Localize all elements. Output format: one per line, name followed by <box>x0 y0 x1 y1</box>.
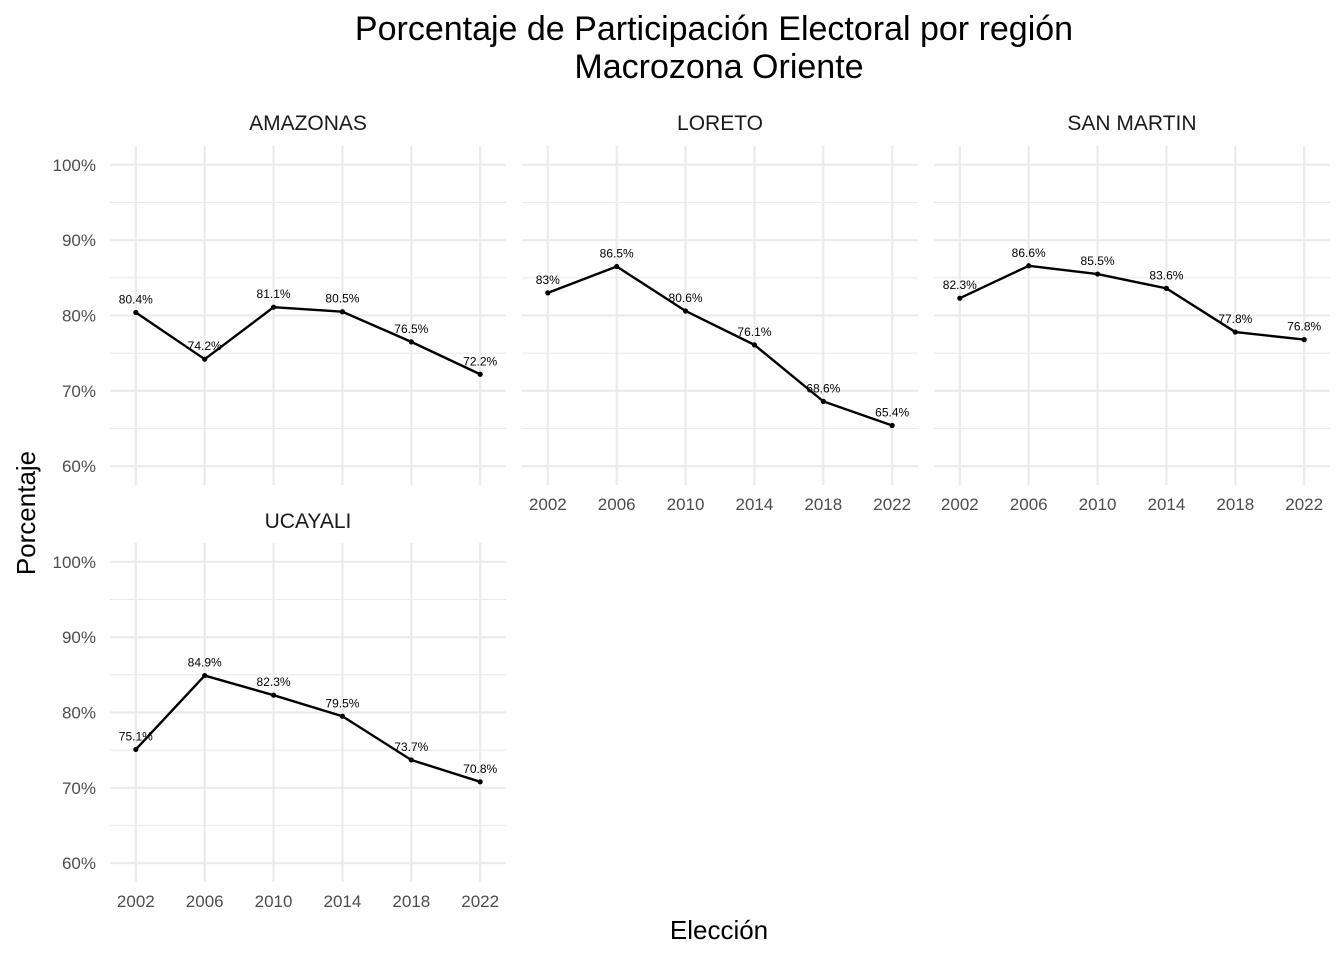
data-label: 65.4% <box>875 405 909 419</box>
data-point <box>270 304 277 310</box>
x-tick-label: 2014 <box>1148 495 1186 514</box>
data-point <box>682 308 689 314</box>
facet-strip-label: LORETO <box>677 112 763 135</box>
data-label: 74.2% <box>188 339 222 353</box>
y-tick-label: 60% <box>62 457 96 476</box>
series-line <box>547 265 893 427</box>
x-tick-label: 2010 <box>255 892 293 911</box>
data-label: 76.8% <box>1287 320 1321 334</box>
data-point <box>408 757 414 763</box>
x-tick-label: 2018 <box>804 495 842 514</box>
data-label: 75.1% <box>119 729 153 743</box>
data-point <box>339 713 346 719</box>
data-point <box>1301 337 1307 343</box>
x-tick-label: 2014 <box>736 495 774 514</box>
facet-panel-loreto: LORETO 2002 2006 2010 2014 2018 2022 83% 86.5% 80… <box>522 112 918 514</box>
data-label: 86.6% <box>1012 246 1046 260</box>
data-label: 80.6% <box>669 291 703 305</box>
data-label: 73.7% <box>394 740 428 754</box>
x-tick-label: 2002 <box>941 495 979 514</box>
series-line <box>135 306 481 376</box>
data-point <box>477 371 483 377</box>
y-tick-label: 60% <box>62 854 96 873</box>
data-point <box>1094 271 1101 277</box>
x-tick-label: 2014 <box>324 892 362 911</box>
chart-subtitle: Macrozona Oriente <box>574 48 863 86</box>
data-label: 86.5% <box>600 247 634 261</box>
data-label: 70.8% <box>463 762 497 776</box>
data-label: 77.8% <box>1218 312 1252 326</box>
data-point <box>1232 329 1238 335</box>
data-label: 80.5% <box>325 292 359 306</box>
facet-strip-label: SAN MARTIN <box>1067 112 1196 135</box>
data-label: 79.5% <box>325 696 359 710</box>
data-point <box>202 356 208 362</box>
data-label: 83.6% <box>1149 268 1183 282</box>
x-tick-label: 2022 <box>461 892 499 911</box>
x-tick-label: 2006 <box>186 892 224 911</box>
data-point <box>133 309 139 316</box>
y-tick-label: 100% <box>53 553 96 572</box>
data-point <box>751 342 758 348</box>
series-line <box>134 674 481 783</box>
data-point <box>339 309 346 315</box>
y-tick-label: 80% <box>62 307 96 326</box>
data-label: 83% <box>536 273 560 287</box>
x-tick-label: 2018 <box>1216 495 1254 514</box>
x-tick-label: 2010 <box>1079 495 1117 514</box>
x-tick-label: 2002 <box>529 495 567 514</box>
x-tick-label: 2002 <box>117 892 155 911</box>
x-tick-label: 2006 <box>1010 495 1048 514</box>
data-label: 82.3% <box>257 675 291 689</box>
data-label: 84.9% <box>188 656 222 670</box>
data-label: 76.5% <box>394 322 428 336</box>
facet-panel-amazonas: AMAZONAS 60% 70% 80% 90% 100% 80.4% 74.2% 81.1% 8… <box>53 112 506 485</box>
data-label: 72.2% <box>463 354 497 368</box>
y-tick-label: 70% <box>62 779 96 798</box>
x-tick-label: 2018 <box>392 892 430 911</box>
x-tick-label: 2006 <box>598 495 636 514</box>
data-point <box>889 422 895 429</box>
data-label: 82.3% <box>943 278 977 292</box>
y-axis-title: Porcentaje <box>11 451 41 575</box>
data-point <box>270 692 277 698</box>
facet-strip-label: AMAZONAS <box>249 112 367 135</box>
series-line <box>959 264 1305 341</box>
x-tick-label: 2022 <box>1285 495 1323 514</box>
facet-strip-label: UCAYALI <box>265 510 352 533</box>
data-point <box>820 398 826 404</box>
y-tick-label: 70% <box>62 382 96 401</box>
chart-title: Porcentaje de Participación Electoral po… <box>355 10 1073 48</box>
facet-panel-san-martin: SAN MARTIN 2002 2006 2010 2014 2018 2022 82.3% 8… <box>934 112 1330 514</box>
data-label: 85.5% <box>1081 254 1115 268</box>
data-label: 68.6% <box>806 381 840 395</box>
x-tick-label: 2022 <box>873 495 911 514</box>
data-point <box>957 295 963 301</box>
data-label: 80.4% <box>119 292 153 306</box>
data-point <box>408 339 414 345</box>
x-axis-title: Elección <box>670 915 768 945</box>
data-point <box>202 672 208 679</box>
data-point <box>1163 285 1170 291</box>
y-tick-label: 80% <box>62 704 96 723</box>
data-point <box>477 779 483 785</box>
y-tick-label: 90% <box>62 628 96 647</box>
data-point <box>614 263 620 270</box>
y-tick-label: 100% <box>53 156 96 175</box>
x-tick-label: 2010 <box>667 495 705 514</box>
data-label: 76.1% <box>737 325 771 339</box>
y-tick-label: 90% <box>62 231 96 250</box>
facet-panels: AMAZONAS 60% 70% 80% 90% 100% 80.4% 74.2% 81.1% 8… <box>53 112 1330 911</box>
data-label: 81.1% <box>257 287 291 301</box>
data-point <box>133 746 139 753</box>
data-point <box>1026 263 1032 269</box>
facet-panel-ucayali: UCAYALI 60% 70% 80% 90% 100% 2002 2006 2010 2014 2… <box>53 510 506 911</box>
data-point <box>545 290 551 296</box>
